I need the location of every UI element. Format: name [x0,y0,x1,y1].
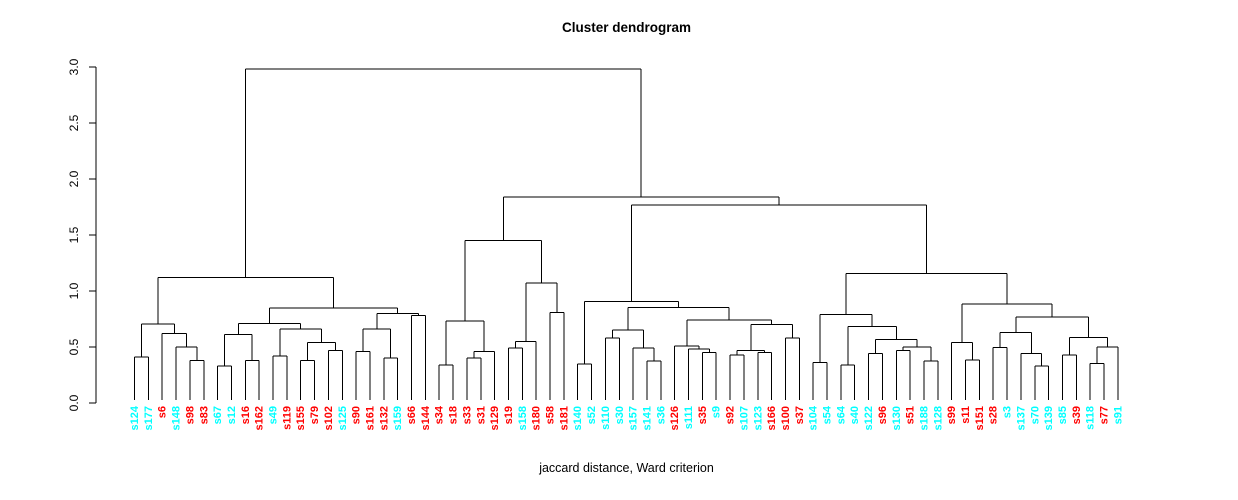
leaf-label: s132 [378,406,390,430]
leaf-label: s177 [143,406,155,430]
leaf-label: s159 [392,406,404,430]
leaf-label: s102 [323,406,335,430]
leaf-label: s155 [295,406,307,430]
leaf-label: s129 [489,406,501,430]
y-tick-label: 0.0 [67,394,81,411]
leaf-label: s157 [628,406,640,430]
leaf-label: s107 [738,406,750,430]
leaf-label: s3 [1002,406,1014,418]
leaf-label: s34 [434,405,446,424]
y-tick-label: 2.5 [67,114,81,131]
leaf-label: s180 [531,406,543,430]
leaf-label: s141 [641,406,653,430]
leaf-label: s64 [835,405,847,424]
leaf-label: s104 [808,405,820,430]
leaf-label: s9 [711,406,723,418]
leaf-label: s188 [918,406,930,430]
leaf-label: s18 [448,406,460,424]
leaf-label: s100 [780,406,792,430]
leaf-label: s92 [725,406,737,424]
leaf-label: s122 [863,406,875,430]
leaf-label: s36 [655,406,667,424]
leaf-label: s137 [1015,406,1027,430]
leaf-label: s67 [212,406,224,424]
leaf-label: s11 [960,406,972,424]
leaf-label: s111 [683,406,695,429]
leaf-label: s110 [600,406,612,430]
leaf-label: s37 [794,406,806,424]
leaf-label: s77 [1099,406,1111,424]
leaf-label: s130 [891,406,903,430]
leaf-label: s79 [309,406,321,424]
leaf-label: s125 [337,406,349,430]
leaf-label: s30 [614,406,626,424]
leaf-label: s124 [129,405,141,430]
leaf-label: s118 [1085,406,1097,430]
leaf-label: s39 [1071,406,1083,424]
leaf-label: s144 [420,405,432,430]
leaf-label: s123 [752,406,764,430]
leaf-label: s54 [822,405,834,424]
leaf-label: s51 [905,406,917,424]
leaf-label: s31 [475,406,487,424]
leaf-label: s151 [974,406,986,430]
leaf-label: s158 [517,406,529,430]
leaf-label: s128 [932,406,944,430]
leaf-label: s162 [254,406,266,430]
leaf-label: s33 [461,406,473,424]
leaf-label: s91 [1112,406,1124,424]
leaf-label: s66 [406,406,418,424]
leaf-label: s181 [558,406,570,430]
leaf-label: s148 [171,406,183,430]
leaf-label: s19 [503,406,515,424]
y-tick-label: 1.5 [67,226,81,243]
y-tick-label: 2.0 [67,170,81,187]
leaf-label: s35 [697,406,709,424]
leaf-label: s98 [184,406,196,424]
leaf-label: s119 [281,406,293,430]
leaf-label: s85 [1057,406,1069,424]
leaf-label: s28 [988,406,1000,424]
leaf-label: s126 [669,406,681,430]
leaf-label: s16 [240,406,252,424]
leaf-label: s12 [226,406,238,424]
y-tick-label: 1.0 [67,282,81,299]
leaf-label: s40 [849,406,861,424]
leaf-label: s70 [1029,406,1041,424]
leaf-label: s161 [364,406,376,430]
leaf-label: s58 [545,406,557,424]
leaf-label: s90 [351,406,363,424]
leaf-label: s139 [1043,406,1055,430]
leaf-label: s83 [198,406,210,424]
leaf-label: s49 [268,406,280,424]
leaf-label: s140 [572,406,584,430]
x-axis-label: jaccard distance, Ward criterion [539,461,714,475]
leaf-label: s99 [946,406,958,424]
y-tick-label: 3.0 [67,58,81,75]
leaf-label: s52 [586,406,598,424]
leaf-label: s166 [766,406,778,430]
chart-title: Cluster dendrogram [561,20,692,35]
leaf-label: s96 [877,406,889,424]
y-tick-label: 0.5 [67,338,81,355]
leaf-label: s6 [157,406,169,418]
